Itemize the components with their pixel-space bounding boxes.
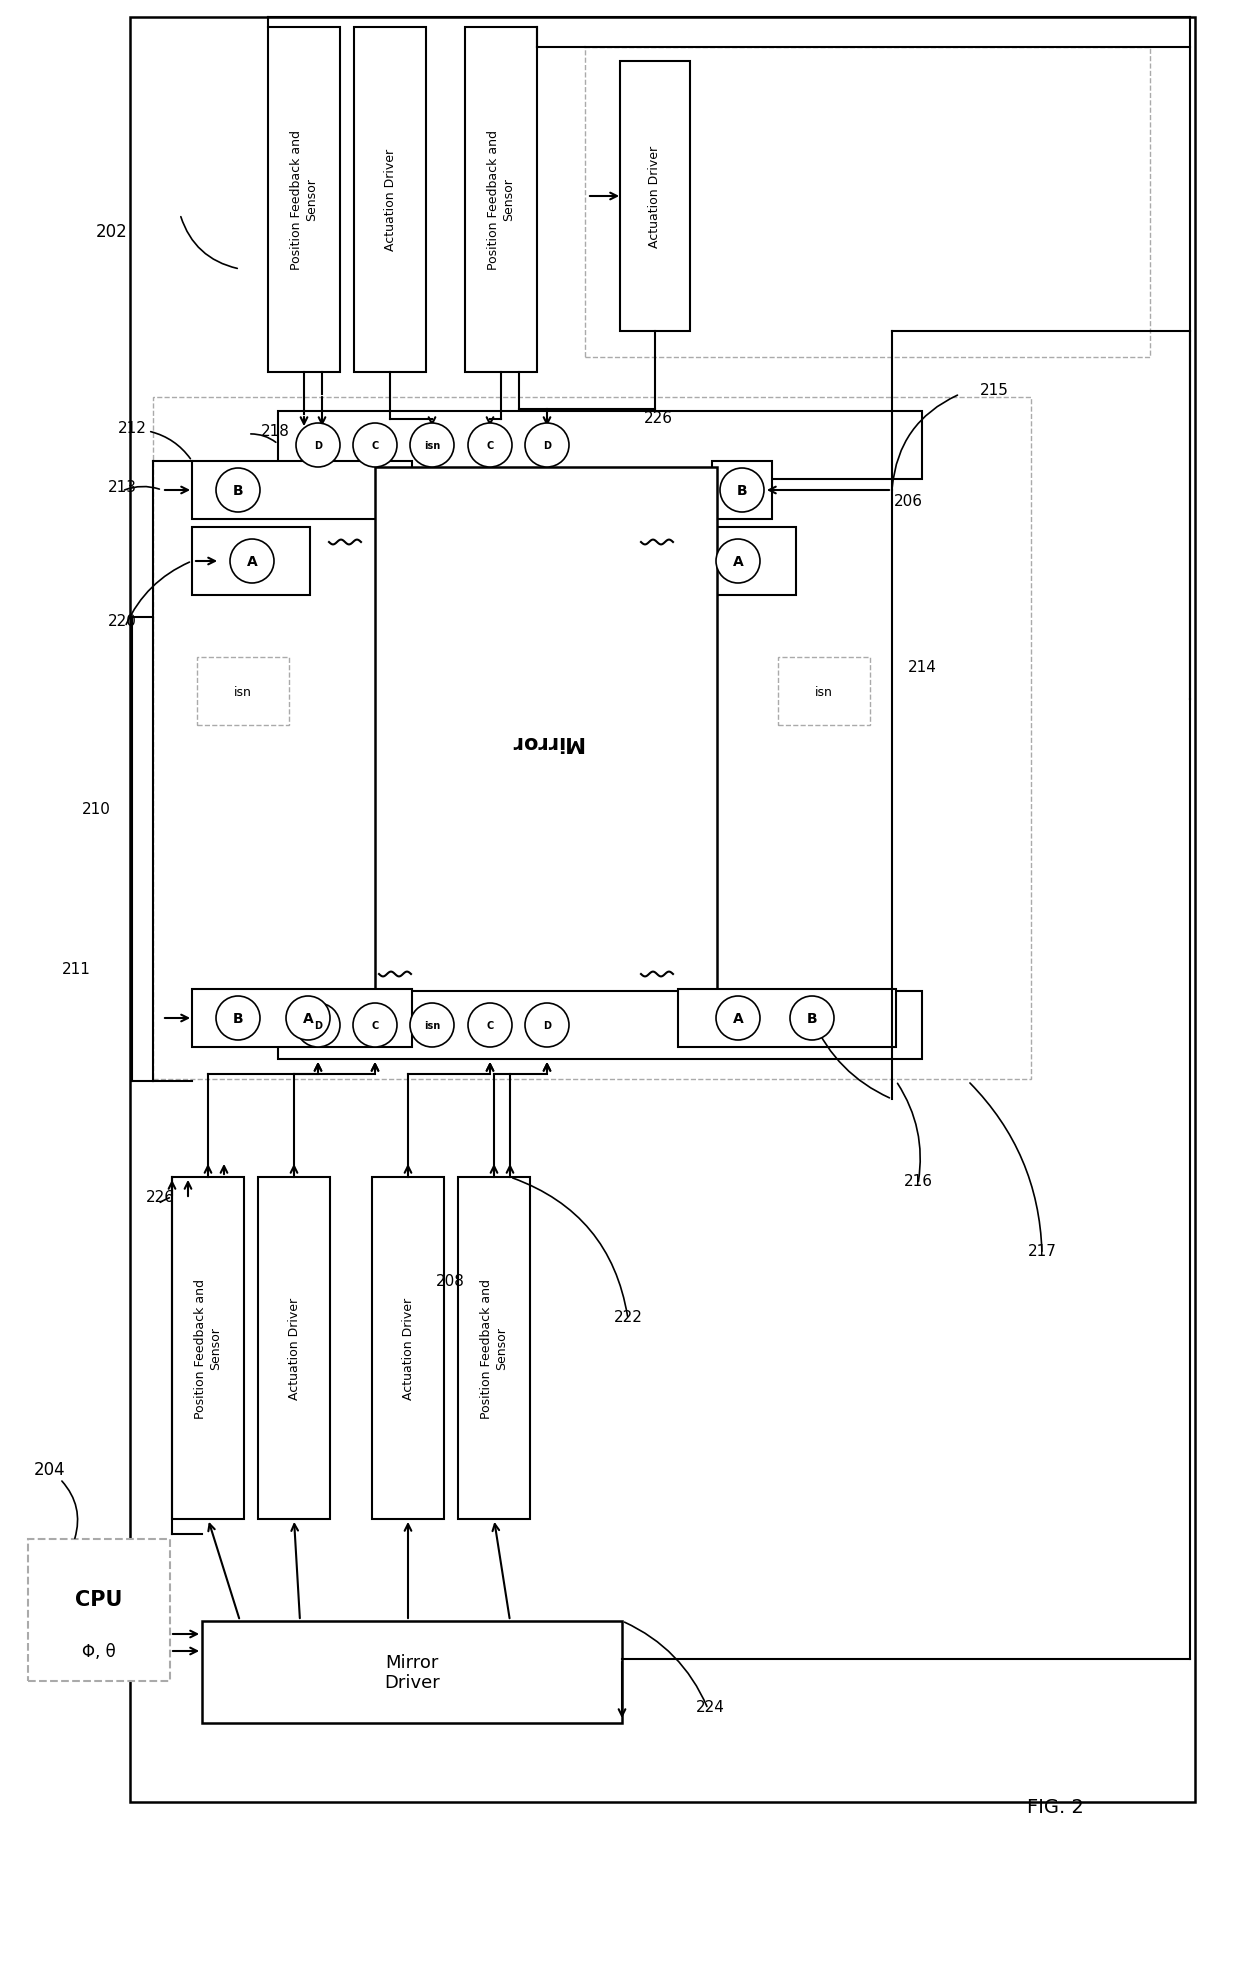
Text: 217: 217: [1028, 1243, 1056, 1259]
Text: 226: 226: [644, 410, 672, 426]
Text: B: B: [233, 1011, 243, 1025]
Text: D: D: [314, 440, 322, 452]
Circle shape: [296, 424, 340, 467]
Text: A: A: [303, 1011, 314, 1025]
Text: 212: 212: [118, 420, 146, 436]
Text: 202: 202: [97, 222, 128, 242]
Bar: [192, 462, 412, 520]
Circle shape: [353, 1004, 397, 1047]
Text: D: D: [543, 1021, 551, 1031]
Text: 220: 220: [108, 615, 136, 628]
Circle shape: [720, 469, 764, 513]
Bar: [585, 47, 1149, 357]
Bar: [202, 1620, 622, 1722]
Text: 226: 226: [145, 1190, 175, 1204]
Circle shape: [353, 424, 397, 467]
Bar: [130, 18, 1195, 1803]
Bar: [372, 1176, 444, 1520]
Circle shape: [467, 424, 512, 467]
Text: 222: 222: [614, 1310, 642, 1326]
Circle shape: [525, 424, 569, 467]
Circle shape: [410, 424, 454, 467]
Bar: [458, 1176, 529, 1520]
Text: C: C: [371, 1021, 378, 1031]
Text: B: B: [233, 483, 243, 497]
Circle shape: [216, 469, 260, 513]
Bar: [268, 27, 340, 373]
Text: 216: 216: [904, 1174, 932, 1188]
Circle shape: [525, 1004, 569, 1047]
Text: 214: 214: [908, 660, 936, 676]
Text: Actuation Driver: Actuation Driver: [288, 1298, 300, 1398]
Text: 204: 204: [35, 1461, 66, 1479]
Text: 224: 224: [696, 1699, 724, 1715]
Circle shape: [296, 1004, 340, 1047]
Text: FIG. 2: FIG. 2: [1027, 1797, 1084, 1817]
Text: A: A: [247, 554, 258, 570]
Text: Position Feedback and
Sensor: Position Feedback and Sensor: [480, 1279, 508, 1418]
Text: Actuation Driver: Actuation Driver: [402, 1298, 414, 1398]
Text: CPU: CPU: [76, 1589, 123, 1609]
Text: isn: isn: [234, 685, 252, 697]
Text: Actuation Driver: Actuation Driver: [649, 145, 661, 247]
Text: C: C: [486, 1021, 494, 1031]
Bar: [278, 992, 923, 1059]
Bar: [153, 399, 1030, 1080]
Bar: [620, 63, 689, 332]
Text: Φ, θ: Φ, θ: [82, 1642, 115, 1660]
Bar: [192, 528, 310, 595]
Text: Position Feedback and
Sensor: Position Feedback and Sensor: [193, 1279, 222, 1418]
Text: isn: isn: [815, 685, 833, 697]
Text: 211: 211: [62, 962, 91, 976]
Text: C: C: [371, 440, 378, 452]
Text: Mirror
Driver: Mirror Driver: [384, 1654, 440, 1691]
Text: A: A: [733, 1011, 743, 1025]
Circle shape: [410, 1004, 454, 1047]
Text: Position Feedback and
Sensor: Position Feedback and Sensor: [290, 130, 317, 269]
Text: 215: 215: [980, 383, 1008, 397]
Bar: [353, 27, 427, 373]
Text: B: B: [807, 1011, 817, 1025]
Bar: [197, 658, 289, 725]
Bar: [678, 528, 796, 595]
Circle shape: [229, 540, 274, 583]
Text: C: C: [486, 440, 494, 452]
Bar: [258, 1176, 330, 1520]
Circle shape: [286, 996, 330, 1041]
Text: 206: 206: [894, 495, 923, 509]
Bar: [374, 467, 717, 1015]
Bar: [712, 462, 773, 520]
Bar: [465, 27, 537, 373]
Text: 218: 218: [260, 424, 289, 440]
Text: 208: 208: [435, 1275, 465, 1288]
Bar: [278, 412, 923, 479]
Bar: [172, 1176, 244, 1520]
Bar: [29, 1540, 170, 1681]
Text: B: B: [737, 483, 748, 497]
Circle shape: [715, 540, 760, 583]
Text: Actuation Driver: Actuation Driver: [383, 149, 397, 251]
Text: Mirror: Mirror: [510, 733, 583, 752]
Text: D: D: [314, 1021, 322, 1031]
Text: Position Feedback and
Sensor: Position Feedback and Sensor: [487, 130, 515, 269]
Circle shape: [715, 996, 760, 1041]
Text: 210: 210: [82, 801, 110, 817]
Circle shape: [790, 996, 835, 1041]
Text: 213: 213: [108, 481, 136, 495]
Bar: [192, 990, 412, 1047]
Bar: [777, 658, 870, 725]
Text: D: D: [543, 440, 551, 452]
Text: A: A: [733, 554, 743, 570]
Bar: [678, 990, 897, 1047]
Circle shape: [467, 1004, 512, 1047]
Circle shape: [216, 996, 260, 1041]
Text: isn: isn: [424, 1021, 440, 1031]
Text: isn: isn: [424, 440, 440, 452]
